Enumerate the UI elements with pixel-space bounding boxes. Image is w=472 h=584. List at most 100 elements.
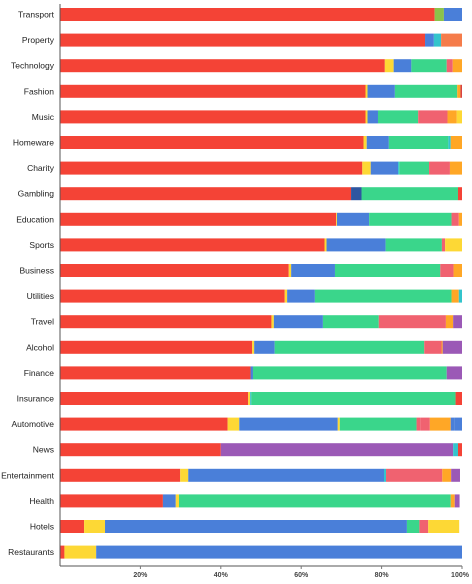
bar-business <box>60 264 462 277</box>
bar-segment <box>443 8 462 21</box>
bar-segment <box>446 59 453 73</box>
category-label: Health <box>29 496 54 506</box>
bar-segment <box>60 417 228 431</box>
bar-segment <box>336 212 370 226</box>
bar-segment <box>287 289 315 303</box>
bar-segment <box>334 264 441 277</box>
bar-segment <box>429 417 451 431</box>
bar-fashion <box>60 84 462 98</box>
category-label: Entertainment <box>1 470 55 480</box>
bar-health <box>60 494 460 508</box>
bar-segment <box>252 340 255 354</box>
bar-segment <box>337 417 340 431</box>
bar-segment <box>448 136 451 149</box>
bar-segment <box>60 468 181 482</box>
bar-segment <box>336 212 337 226</box>
bar-segment <box>60 392 249 405</box>
bar-segment <box>60 443 221 457</box>
bar-segment <box>428 520 460 533</box>
bar-segment <box>454 417 462 431</box>
category-label: Transport <box>18 10 55 20</box>
bar-segment <box>361 187 458 201</box>
bar-segment <box>441 238 446 252</box>
category-label: Music <box>32 112 55 122</box>
bar-segment <box>388 136 449 149</box>
bar-segment <box>450 136 462 149</box>
bar-travel <box>60 315 462 329</box>
bar-segment <box>248 392 251 405</box>
bar-segment <box>180 468 189 482</box>
category-label: Technology <box>11 61 55 71</box>
bar-education <box>60 212 462 226</box>
bar-segment <box>175 494 179 508</box>
bar-segment <box>363 136 367 149</box>
bar-segment <box>451 289 459 303</box>
bar-segment <box>455 392 462 405</box>
bar-segment <box>433 33 442 47</box>
bar-segment <box>442 340 462 354</box>
bar-segment <box>434 8 444 21</box>
category-label: Insurance <box>17 394 55 404</box>
bar-segment <box>339 417 417 431</box>
bar-segment <box>378 315 446 329</box>
bar-segment <box>367 84 395 98</box>
bar-segment <box>399 161 430 175</box>
category-label: Alcohol <box>26 342 54 352</box>
bar-segment <box>60 264 289 277</box>
bar-segment <box>447 110 457 124</box>
category-label: Sports <box>29 240 54 250</box>
bar-property <box>60 33 462 47</box>
bar-segment <box>452 59 462 73</box>
bar-gambling <box>60 187 462 201</box>
category-label: Fashion <box>24 86 55 96</box>
bar-segment <box>105 520 407 533</box>
category-label: Automotive <box>11 419 54 429</box>
category-label: Business <box>20 266 55 276</box>
bar-segment <box>440 264 454 277</box>
bar-segment <box>322 315 379 329</box>
bar-segment <box>458 212 462 226</box>
bar-automotive <box>60 417 462 431</box>
x-tick-label: 80% <box>375 572 390 579</box>
bar-segment <box>252 366 447 380</box>
category-label: Education <box>16 214 54 224</box>
bar-segment <box>365 110 368 124</box>
category-label: Restaurants <box>8 547 54 557</box>
x-tick-label: 40% <box>214 572 229 579</box>
bar-segment <box>60 520 85 533</box>
bar-segment <box>442 468 452 482</box>
bar-segment <box>406 520 420 533</box>
bar-segment <box>377 110 419 124</box>
bar-segment <box>254 340 275 354</box>
bar-utilities <box>60 289 462 303</box>
bar-segment <box>239 417 338 431</box>
bar-segment <box>429 161 450 175</box>
bar-segment <box>162 494 176 508</box>
bars-layer <box>60 8 463 559</box>
x-tick-label: 100% <box>451 572 470 579</box>
bar-segment <box>314 289 452 303</box>
bar-segment <box>420 417 430 431</box>
bar-segment <box>60 187 352 201</box>
bar-restaurants <box>60 545 463 559</box>
bar-segment <box>274 340 425 354</box>
bar-segment <box>449 161 462 175</box>
category-label: Homeware <box>13 138 54 148</box>
bar-segment <box>384 59 394 73</box>
bar-news <box>60 443 462 457</box>
bar-insurance <box>60 392 462 405</box>
category-label: Charity <box>27 163 55 173</box>
bar-segment <box>454 494 460 508</box>
bar-segment <box>451 212 459 226</box>
bar-segment <box>424 340 442 354</box>
bar-segment <box>362 161 371 175</box>
bar-homeware <box>60 136 462 149</box>
bar-segment <box>351 187 362 201</box>
bar-segment <box>60 289 285 303</box>
bar-segment <box>451 468 460 482</box>
bar-segment <box>450 417 455 431</box>
bar-segment <box>273 315 323 329</box>
category-label: Property <box>22 35 55 45</box>
bar-technology <box>60 59 462 73</box>
bar-segment <box>458 289 462 303</box>
